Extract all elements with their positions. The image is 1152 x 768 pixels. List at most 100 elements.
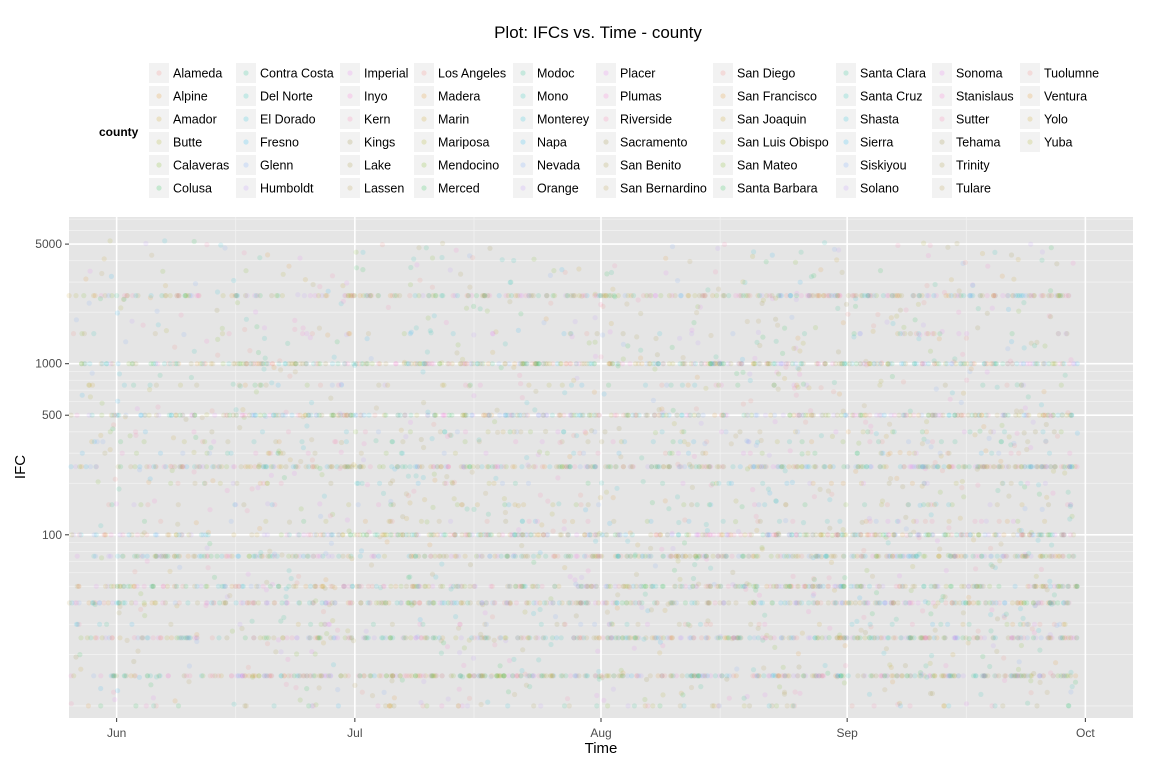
- legend-key-marker: [720, 70, 726, 76]
- legend-item[interactable]: Calaveras: [149, 155, 229, 175]
- legend-item[interactable]: San Diego: [713, 63, 795, 83]
- legend-item[interactable]: Merced: [414, 178, 480, 198]
- legend-item[interactable]: Lassen: [340, 178, 404, 198]
- data-point: [740, 450, 747, 456]
- data-point: [960, 412, 967, 418]
- data-point: [526, 293, 532, 299]
- legend-item[interactable]: Kern: [340, 109, 390, 129]
- legend-item[interactable]: Nevada: [513, 155, 580, 175]
- legend-item[interactable]: Mendocino: [414, 155, 499, 175]
- legend-item[interactable]: Glenn: [236, 155, 293, 175]
- data-point: [782, 673, 788, 679]
- data-point: [354, 480, 360, 486]
- legend-item[interactable]: Tuolumne: [1020, 63, 1099, 83]
- legend-item[interactable]: Napa: [513, 132, 567, 152]
- legend-item[interactable]: Del Norte: [236, 86, 313, 106]
- data-point: [353, 249, 359, 255]
- data-point: [269, 553, 276, 559]
- legend-item[interactable]: Imperial: [340, 63, 408, 83]
- legend-item[interactable]: Stanislaus: [932, 86, 1014, 106]
- data-point: [1009, 331, 1015, 337]
- data-point: [691, 453, 698, 459]
- data-point: [704, 673, 711, 679]
- legend-item[interactable]: Solano: [836, 178, 899, 198]
- data-point: [211, 574, 218, 580]
- legend-item[interactable]: Contra Costa: [236, 63, 334, 83]
- legend-item[interactable]: Yuba: [1020, 132, 1073, 152]
- legend-item[interactable]: Orange: [513, 178, 579, 198]
- legend-item[interactable]: Madera: [414, 86, 480, 106]
- legend-item[interactable]: San Luis Obispo: [713, 132, 829, 152]
- legend-item[interactable]: Riverside: [596, 109, 672, 129]
- data-point: [942, 594, 948, 600]
- legend-item[interactable]: San Francisco: [713, 86, 817, 106]
- legend-item[interactable]: Santa Clara: [836, 63, 926, 83]
- legend-item[interactable]: Ventura: [1020, 86, 1087, 106]
- legend-label: Plumas: [620, 90, 662, 104]
- data-point: [454, 502, 460, 508]
- legend-item[interactable]: Sutter: [932, 109, 989, 129]
- data-point: [880, 532, 887, 538]
- legend-item[interactable]: Santa Cruz: [836, 86, 923, 106]
- legend-item[interactable]: San Benito: [596, 155, 681, 175]
- data-point: [700, 450, 706, 456]
- legend-item[interactable]: Placer: [596, 63, 655, 83]
- legend-item[interactable]: San Bernardino: [596, 178, 707, 198]
- data-point: [1035, 361, 1041, 367]
- legend-item[interactable]: Fresno: [236, 132, 299, 152]
- legend-item[interactable]: Los Angeles: [414, 63, 506, 83]
- legend-item[interactable]: Trinity: [932, 155, 990, 175]
- legend-item[interactable]: San Mateo: [713, 155, 798, 175]
- legend-item[interactable]: Alameda: [149, 63, 222, 83]
- data-point: [395, 532, 401, 538]
- data-point: [263, 587, 269, 593]
- legend-item[interactable]: Kings: [340, 132, 395, 152]
- legend-item[interactable]: Inyo: [340, 86, 388, 106]
- legend-item[interactable]: Sonoma: [932, 63, 1003, 83]
- legend-item[interactable]: Monterey: [513, 109, 590, 129]
- legend-item[interactable]: Sierra: [836, 132, 893, 152]
- legend-item[interactable]: Butte: [149, 132, 202, 152]
- data-point: [347, 600, 353, 606]
- data-point: [666, 412, 672, 418]
- legend-item[interactable]: Mono: [513, 86, 568, 106]
- legend-item[interactable]: Plumas: [596, 86, 662, 106]
- data-point: [294, 635, 300, 641]
- data-point: [512, 464, 518, 470]
- legend-item[interactable]: Alpine: [149, 86, 208, 106]
- data-point: [928, 444, 934, 450]
- data-point: [391, 703, 397, 709]
- legend-item[interactable]: Humboldt: [236, 178, 314, 198]
- legend-item[interactable]: El Dorado: [236, 109, 316, 129]
- data-point: [358, 600, 364, 606]
- legend-item[interactable]: Tulare: [932, 178, 991, 198]
- data-point: [841, 583, 847, 589]
- data-point: [614, 485, 620, 491]
- legend-item[interactable]: Tehama: [932, 132, 1001, 152]
- legend-item[interactable]: Lake: [340, 155, 391, 175]
- legend-item[interactable]: Sacramento: [596, 132, 687, 152]
- data-point: [511, 532, 517, 538]
- data-point: [209, 408, 215, 414]
- data-point: [678, 412, 685, 418]
- data-point: [518, 635, 524, 641]
- data-point: [556, 600, 562, 606]
- legend-item[interactable]: San Joaquin: [713, 109, 807, 129]
- data-point: [970, 553, 976, 559]
- data-point: [645, 703, 651, 709]
- legend-item[interactable]: Modoc: [513, 63, 575, 83]
- legend-item[interactable]: Yolo: [1020, 109, 1068, 129]
- data-point: [687, 553, 693, 559]
- legend-item[interactable]: Shasta: [836, 109, 899, 129]
- legend-item[interactable]: Amador: [149, 109, 217, 129]
- legend-item[interactable]: Marin: [414, 109, 469, 129]
- data-point: [132, 464, 138, 470]
- data-point: [485, 412, 492, 418]
- data-point: [786, 673, 792, 679]
- legend-item[interactable]: Mariposa: [414, 132, 489, 152]
- legend-item[interactable]: Santa Barbara: [713, 178, 818, 198]
- data-point: [828, 553, 835, 559]
- data-point: [1015, 532, 1021, 538]
- legend-item[interactable]: Siskiyou: [836, 155, 907, 175]
- legend-item[interactable]: Colusa: [149, 178, 212, 198]
